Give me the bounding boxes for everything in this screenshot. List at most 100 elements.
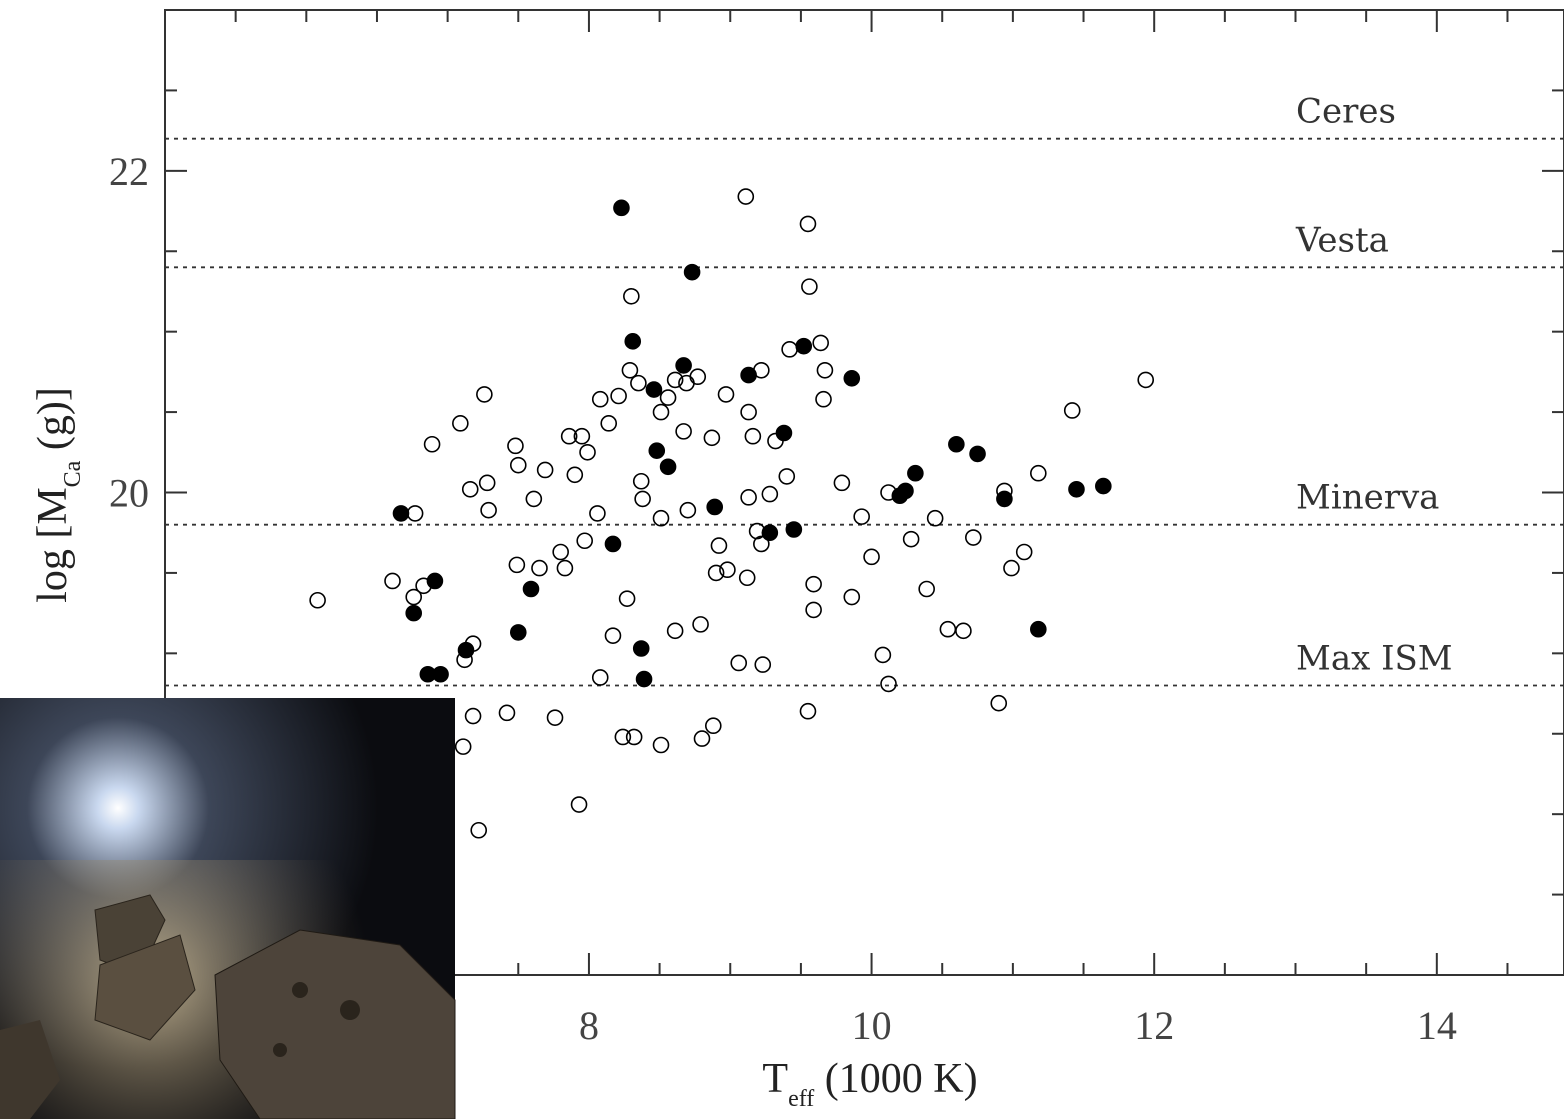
data-point [384, 572, 401, 590]
data-point [874, 646, 892, 664]
data-point [630, 374, 647, 392]
data-point [621, 361, 639, 379]
data-point [659, 389, 677, 406]
data-point [761, 485, 779, 503]
data-point [579, 443, 596, 461]
data-point [509, 624, 527, 641]
reference-label: Max ISM [1296, 639, 1453, 679]
data-point [614, 728, 632, 746]
data-point [907, 464, 924, 482]
x-label-tail: (1000 K) [814, 1056, 977, 1102]
data-point [965, 529, 982, 546]
data-point [423, 435, 441, 453]
data-point [990, 694, 1008, 712]
x-tick-label: 8 [579, 1003, 599, 1048]
data-point [863, 548, 880, 566]
data-point [1137, 371, 1155, 389]
data-point [480, 501, 497, 519]
data-point [740, 489, 757, 506]
data-point [604, 535, 622, 553]
data-point [801, 278, 818, 295]
data-point [635, 670, 653, 688]
data-point [880, 675, 897, 693]
data-point [738, 569, 756, 587]
data-point [591, 669, 609, 686]
data-point [610, 387, 627, 405]
data-point [710, 537, 728, 554]
data-point [996, 482, 1013, 500]
data-point [754, 656, 772, 673]
data-point [522, 580, 540, 598]
data-point [456, 651, 473, 669]
data-point [618, 590, 636, 607]
reference-label: Ceres [1296, 92, 1396, 132]
data-point [498, 704, 516, 722]
data-point [624, 333, 642, 350]
data-point [625, 728, 643, 746]
data-point [645, 381, 663, 398]
data-point [576, 532, 594, 550]
data-point [570, 796, 588, 813]
data-point [546, 709, 564, 726]
data-point [464, 635, 482, 652]
data-point [461, 480, 479, 498]
data-point [573, 427, 591, 445]
data-point [652, 403, 670, 421]
data-point [675, 423, 692, 440]
data-point [415, 577, 432, 595]
data-point [948, 435, 965, 453]
data-point [1095, 477, 1112, 495]
data-point [785, 521, 803, 538]
y-label-tail: (g)] [30, 387, 76, 460]
data-point [717, 386, 735, 403]
data-point [613, 199, 630, 217]
data-point [812, 334, 829, 352]
data-point [689, 368, 707, 386]
data-point [730, 654, 748, 672]
data-point [805, 575, 822, 593]
data-point [405, 588, 423, 606]
data-point [939, 620, 957, 638]
data-point [666, 371, 684, 389]
data-point [843, 370, 861, 387]
data-point [464, 707, 482, 725]
data-point [795, 337, 813, 355]
y-label-sub: Ca [60, 460, 86, 487]
data-point [632, 472, 650, 490]
data-point [634, 490, 651, 508]
data-point [405, 604, 423, 622]
y-tick-label: 22 [109, 149, 149, 194]
data-point [309, 591, 326, 609]
data-point [761, 524, 779, 542]
data-point [666, 622, 684, 640]
data-point [1030, 620, 1047, 638]
data-point [536, 461, 554, 479]
data-point [507, 437, 524, 455]
data-point [707, 564, 725, 582]
data-point [775, 424, 793, 442]
data-point [778, 468, 796, 485]
data-point [902, 530, 920, 548]
data-point [703, 429, 721, 447]
data-point [452, 415, 469, 432]
data-point [926, 509, 944, 527]
x-label-sub: eff [788, 1086, 814, 1112]
data-point [706, 498, 724, 516]
data-point [781, 341, 798, 358]
data-point [740, 403, 757, 421]
plot-layer: 8 10 12 14 20 22 Ceres Vesta Minerva Max ISM [109, 10, 1564, 1048]
data-point [853, 508, 870, 525]
data-point [632, 640, 650, 657]
data-point [805, 601, 822, 619]
reference-label: Vesta [1295, 220, 1389, 260]
data-point [560, 427, 578, 445]
data-point [678, 374, 695, 392]
data-point [406, 505, 424, 522]
data-point [799, 702, 817, 720]
data-point [392, 505, 410, 522]
reference-label: Minerva [1296, 478, 1439, 518]
data-point [683, 263, 701, 281]
y-label-main: log [M [30, 487, 76, 603]
data-point [799, 215, 817, 233]
data-point [432, 665, 449, 683]
